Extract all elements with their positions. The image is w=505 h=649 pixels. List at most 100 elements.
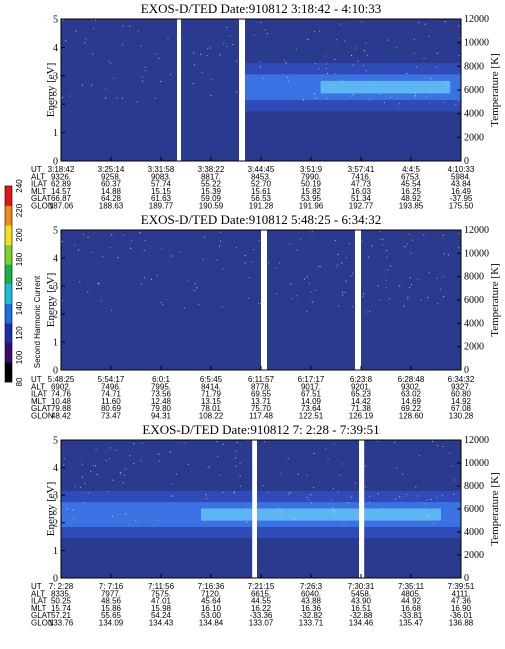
- noise-speck: [278, 262, 280, 264]
- table-cell: 3:18:42: [48, 165, 75, 174]
- noise-speck: [365, 465, 367, 467]
- noise-speck: [443, 253, 445, 255]
- noise-speck: [350, 275, 352, 277]
- noise-speck: [232, 44, 234, 46]
- colorbar-segment: [5, 362, 12, 383]
- noise-speck: [61, 97, 63, 99]
- noise-speck: [167, 37, 169, 39]
- noise-speck: [327, 458, 329, 460]
- noise-speck: [330, 84, 332, 86]
- noise-speck: [365, 311, 367, 313]
- noise-speck: [352, 93, 354, 95]
- noise-speck: [335, 266, 337, 268]
- table-cell: 193.85: [399, 202, 424, 211]
- noise-speck: [262, 485, 264, 487]
- noise-speck: [217, 456, 219, 458]
- table-cell: 64.28: [101, 194, 122, 203]
- noise-speck: [382, 244, 384, 246]
- table-cell: -36.01: [450, 611, 473, 620]
- noise-speck: [91, 19, 93, 21]
- noise-speck: [354, 47, 356, 49]
- y2-tick-label: 10000: [464, 248, 489, 259]
- table-cell: 16.03: [351, 187, 372, 196]
- table-cell: 10.48: [51, 397, 72, 406]
- noise-speck: [192, 83, 194, 85]
- colorbar-tick-label: 80: [15, 377, 24, 386]
- y2-tick-label: 8000: [464, 481, 484, 492]
- noise-speck: [180, 65, 182, 67]
- noise-speck: [139, 231, 141, 233]
- noise-speck: [407, 298, 409, 300]
- table-cell: 7:35:11: [398, 582, 425, 591]
- noise-speck: [454, 479, 456, 481]
- noise-speck: [257, 302, 259, 304]
- noise-speck: [399, 103, 401, 105]
- noise-speck: [111, 309, 113, 311]
- noise-speck: [160, 80, 162, 82]
- y-tick-label: 1: [53, 546, 58, 557]
- table-cell: 45.64: [201, 597, 222, 606]
- noise-speck: [267, 492, 269, 494]
- table-cell: 71.38: [351, 404, 372, 413]
- noise-speck: [350, 95, 352, 97]
- table-row-label: MLT: [31, 187, 47, 196]
- noise-speck: [106, 491, 108, 493]
- noise-speck: [430, 499, 432, 501]
- noise-speck: [109, 447, 111, 449]
- noise-speck: [235, 450, 237, 452]
- noise-speck: [363, 293, 365, 295]
- table-cell: 6040.: [301, 589, 321, 598]
- table-row-label: ILAT: [31, 390, 47, 399]
- table-cell: 6:28:48: [398, 375, 425, 384]
- noise-speck: [122, 25, 124, 27]
- noise-speck: [332, 507, 334, 509]
- colorbar-label: Second Harmonic Current: [33, 275, 42, 368]
- table-cell: 59.09: [201, 194, 222, 203]
- noise-speck: [343, 521, 345, 523]
- table-cell: 9017.: [301, 382, 321, 391]
- noise-speck: [95, 465, 97, 467]
- noise-speck: [306, 474, 308, 476]
- table-cell: 7: 2:28: [49, 582, 74, 591]
- y-tick-label: 3: [53, 282, 58, 293]
- noise-speck: [276, 293, 278, 295]
- y-axis-label: Energy [eV]: [45, 63, 57, 117]
- table-cell: 7990.: [301, 172, 321, 181]
- noise-speck: [428, 272, 430, 274]
- noise-speck: [297, 473, 299, 475]
- spectrogram-panel-2: EXOS-D/TED Date:910812 5:48:25 - 6:34:32…: [31, 212, 501, 421]
- table-cell: 4:10:33: [448, 165, 475, 174]
- noise-speck: [135, 520, 137, 522]
- table-cell: 6:34:32: [448, 375, 475, 384]
- noise-speck: [222, 443, 224, 445]
- noise-speck: [344, 291, 346, 293]
- noise-speck: [91, 252, 93, 254]
- table-cell: 43.84: [451, 180, 472, 189]
- noise-speck: [219, 474, 221, 476]
- noise-speck: [390, 96, 392, 98]
- y2-tick-label: 4000: [464, 109, 484, 120]
- noise-speck: [442, 234, 444, 236]
- noise-speck: [314, 62, 316, 64]
- noise-speck: [303, 99, 305, 101]
- colorbar-segment: [5, 264, 12, 285]
- noise-speck: [206, 55, 208, 57]
- noise-speck: [150, 278, 152, 280]
- table-cell: 52.70: [251, 180, 272, 189]
- noise-speck: [233, 491, 235, 493]
- table-cell: 9302.: [401, 382, 421, 391]
- table-cell: -33.36: [250, 611, 273, 620]
- noise-speck: [216, 441, 218, 443]
- data-gap: [355, 230, 361, 370]
- noise-speck: [169, 451, 171, 453]
- colorbar-tick-label: 200: [15, 228, 24, 242]
- table-cell: 12.48: [151, 397, 172, 406]
- noise-speck: [388, 298, 390, 300]
- y2-tick-label: 12000: [464, 225, 489, 236]
- noise-speck: [414, 92, 416, 94]
- noise-speck: [306, 497, 308, 499]
- noise-speck: [268, 262, 270, 264]
- noise-speck: [365, 70, 367, 72]
- noise-speck: [333, 509, 335, 511]
- noise-speck: [100, 300, 102, 302]
